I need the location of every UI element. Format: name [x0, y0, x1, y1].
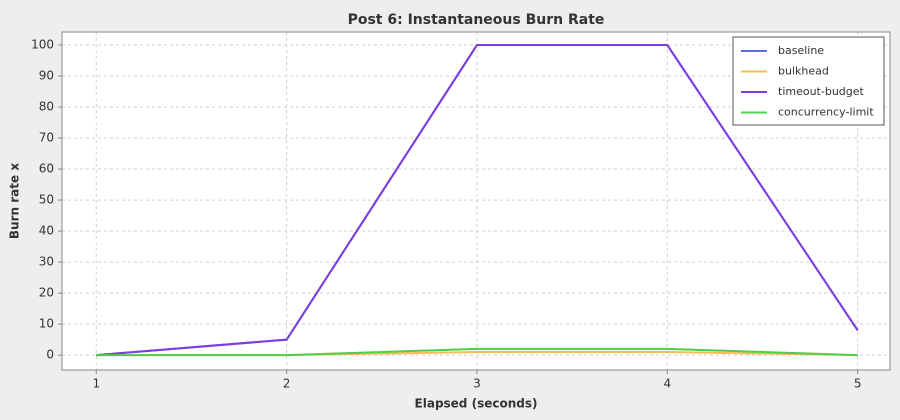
legend-label: bulkhead [778, 65, 829, 78]
y-tick-label: 90 [39, 69, 54, 83]
chart-title: Post 6: Instantaneous Burn Rate [348, 12, 605, 28]
legend-label: baseline [778, 44, 824, 57]
x-tick-label: 4 [663, 377, 671, 391]
y-tick-label: 70 [39, 131, 54, 145]
plot-border [61, 31, 891, 371]
x-tick-label: 2 [283, 377, 291, 391]
x-tick-label: 3 [473, 377, 481, 391]
x-tick-label: 1 [92, 377, 100, 391]
x-axis-label: Elapsed (seconds) [415, 397, 538, 411]
x-tick-label: 5 [854, 377, 862, 391]
y-tick-label: 40 [39, 224, 54, 238]
y-axis-label: Burn rate x [8, 163, 22, 239]
y-tick-label: 100 [31, 38, 54, 52]
y-tick-label: 0 [46, 348, 54, 362]
series-line [96, 347, 858, 357]
y-tick-label: 50 [39, 193, 54, 207]
legend-label: timeout-budget [778, 85, 865, 98]
y-tick-label: 60 [39, 162, 54, 176]
series-line [96, 44, 859, 357]
legend-label: concurrency-limit [778, 106, 874, 119]
y-tick-label: 30 [39, 255, 54, 269]
y-tick-label: 80 [39, 100, 54, 114]
y-tick-label: 20 [39, 286, 54, 300]
y-tick-label: 10 [39, 317, 54, 331]
